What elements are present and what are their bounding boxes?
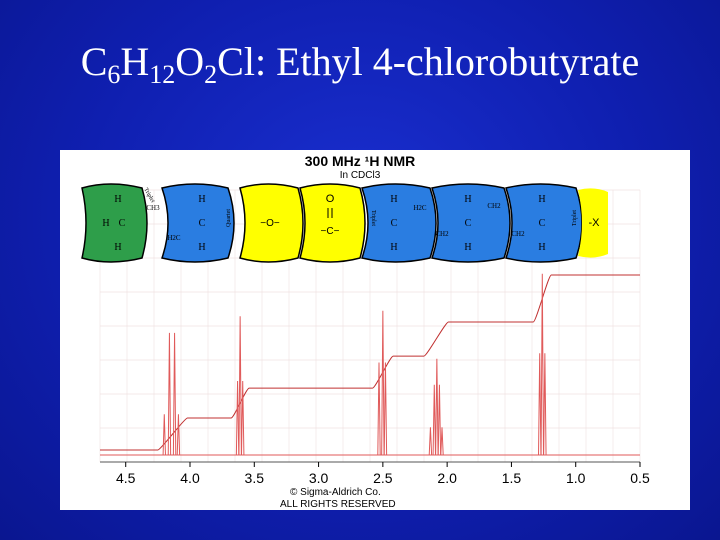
fragment-label: H	[198, 242, 205, 253]
spectrum-peak	[162, 414, 166, 456]
integral-curve	[100, 274, 640, 451]
fragment-label: −O−	[260, 218, 280, 229]
spectrum-peak	[381, 310, 385, 456]
spectrum-peak	[440, 427, 444, 456]
spectrum-peak	[435, 358, 439, 456]
multiplicity-label: Triplet	[572, 210, 578, 226]
right-axis-labels: 00 75 50 25 00	[660, 150, 720, 510]
fragment-label: H	[464, 194, 471, 205]
x-tick-label: 3.0	[309, 470, 329, 486]
chart-title: 300 MHz ¹H NMR	[305, 153, 415, 169]
molecule-diagram: H H C H CH3 Triplet H C H H2C Quartet −O…	[80, 178, 610, 268]
fragment-label: −C−	[321, 226, 340, 237]
fragment-label: H	[102, 218, 109, 229]
fragment-ch2cl	[505, 183, 583, 263]
rights-text: ALL RIGHTS RESERVED	[280, 499, 396, 510]
title-o: O	[175, 39, 205, 84]
fragment-label: C	[539, 218, 546, 229]
right-axis-label: 50	[668, 322, 685, 339]
x-tick-label: 2.0	[437, 470, 457, 486]
x-tick-label: 2.5	[373, 470, 393, 486]
fragment-x	[578, 188, 608, 258]
fragment-label: O	[326, 193, 335, 205]
fragment-ether-o	[239, 183, 304, 263]
molecule-fragments: H H C H CH3 Triplet H C H H2C Quartet −O…	[81, 183, 608, 263]
x-axis-ticks: 4.5 4.0 3.5 3.0 2.5 2.0 1.5 1.0 0.5	[116, 462, 650, 486]
spectrum-peak	[428, 427, 433, 456]
multiplicity-label: Quartet	[226, 209, 232, 227]
slide-title: C6H12O2Cl: Ethyl 4-chlorobutyrate	[0, 38, 720, 99]
x-tick-label: 1.0	[566, 470, 586, 486]
right-axis-label: 25	[668, 376, 685, 393]
fragment-ch2-alpha	[361, 183, 437, 263]
chart-subtitle: In CDCl3	[340, 170, 381, 181]
fragment-label: CH2	[487, 202, 501, 210]
spectrum-peak	[540, 273, 544, 456]
fragment-label: -X	[589, 217, 601, 229]
fragment-label: H	[198, 194, 205, 205]
spectrum-peaks	[100, 273, 640, 456]
title-rest: Cl: Ethyl 4-chlorobutyrate	[217, 39, 640, 84]
fragment-label: H	[114, 194, 121, 205]
x-tick-label: 3.5	[245, 470, 265, 486]
fragment-label: CH3	[146, 204, 160, 212]
spectrum-peak	[538, 353, 542, 456]
spectrum-peak	[172, 332, 177, 456]
fragment-label: H	[390, 194, 397, 205]
spectrum-peak	[241, 380, 245, 456]
spectrum-peak	[176, 414, 181, 456]
right-axis-label: 00	[668, 216, 685, 233]
fragment-label: C	[391, 218, 398, 229]
fragment-label: H	[538, 242, 545, 253]
x-tick-label: 1.5	[502, 470, 522, 486]
integral-line	[100, 274, 640, 451]
spectrum-peak	[238, 316, 242, 456]
fragment-label: CH2	[435, 230, 449, 238]
title-c: C	[80, 39, 108, 84]
spectrum-peak	[377, 362, 381, 456]
multiplicity-label: Triplet	[370, 210, 376, 226]
fragment-label: H	[538, 194, 545, 205]
fragment-label: H	[464, 242, 471, 253]
title-h: H	[120, 39, 150, 84]
title-o-sub: 2	[204, 60, 218, 89]
x-tick-label: 4.0	[180, 470, 200, 486]
right-axis-label: 75	[668, 270, 685, 287]
fragment-label: C	[199, 218, 206, 229]
fragment-label: H	[390, 242, 397, 253]
fragment-label: C	[119, 218, 126, 229]
spectrum-peak	[437, 384, 442, 456]
fragment-label: CH2	[511, 230, 525, 238]
x-tick-label: 4.5	[116, 470, 136, 486]
right-axis-label: 00	[668, 430, 685, 447]
fragment-label: H2C	[167, 234, 181, 242]
fragment-ch2-beta	[431, 183, 511, 263]
spectrum-peak	[167, 332, 172, 456]
spectrum-peak	[543, 353, 547, 456]
spectrum-peak	[383, 362, 388, 456]
copyright-text: © Sigma-Aldrich Co.	[290, 487, 381, 498]
fragment-ch3	[81, 183, 148, 263]
fragment-label: H	[114, 242, 121, 253]
x-tick-label: 0.5	[630, 470, 650, 486]
fragment-carbonyl	[299, 183, 366, 263]
fragment-och2	[161, 183, 235, 263]
fragment-label: C	[465, 218, 472, 229]
title-h-sub: 12	[149, 60, 176, 89]
spectrum-peak	[235, 380, 240, 456]
spectrum-peak	[432, 384, 436, 456]
fragment-label: H2C	[413, 204, 427, 212]
title-c-sub: 6	[107, 60, 121, 89]
